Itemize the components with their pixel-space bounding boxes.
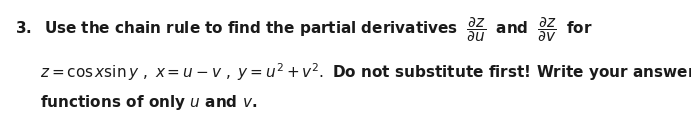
Text: $z=\cos x\sin y$$\ ,\ x=u-v\ ,\ y=u^2+v^2.$ Do not substitute first! Write your : $z=\cos x\sin y$$\ ,\ x=u-v\ ,\ y=u^2+v^… <box>40 61 691 83</box>
Text: $\mathbf{3.}$  $\mathbf{Use\ the\ chain\ rule\ to\ find\ the\ partial\ derivativ: $\mathbf{3.}$ $\mathbf{Use\ the\ chain\ … <box>15 16 593 44</box>
Text: functions of only $u$ and $v$.: functions of only $u$ and $v$. <box>40 93 257 111</box>
